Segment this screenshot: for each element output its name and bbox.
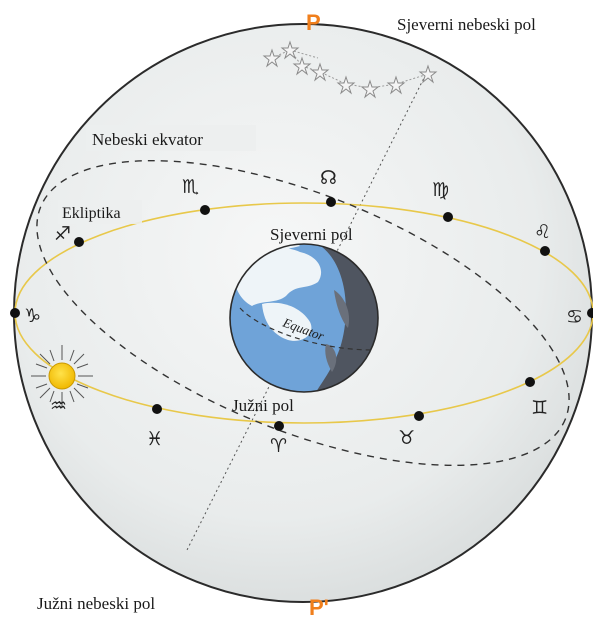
zodiac-sagittarius: ♐	[54, 223, 71, 245]
ecliptic-point	[326, 197, 336, 207]
celestial-equator-label: Nebeski ekvator	[92, 130, 203, 149]
pole-bottom-label: P'	[309, 595, 329, 619]
ecliptic-point	[10, 308, 20, 318]
ecliptic-point	[443, 212, 453, 222]
zodiac-scorpio: ♏	[182, 176, 199, 198]
zodiac-aries: ♈	[270, 435, 287, 457]
ecliptic-point	[152, 404, 162, 414]
ecliptic-label: Ekliptika	[62, 205, 121, 222]
zodiac-aquarius: ♒	[50, 395, 67, 417]
zodiac-virgo: ♍	[432, 179, 449, 201]
zodiac-capricorn: ♑	[24, 305, 41, 327]
north-pole-label: Sjeverni pol	[270, 225, 353, 244]
pole-top-label: P	[306, 10, 321, 35]
ecliptic-point	[74, 237, 84, 247]
zodiac-leo: ♌	[534, 221, 551, 243]
ecliptic-point	[525, 377, 535, 387]
ecliptic-point	[414, 411, 424, 421]
zodiac-pisces: ♓	[146, 428, 163, 450]
constellation-stars	[262, 40, 438, 99]
ecliptic-points	[10, 197, 593, 431]
sun-icon	[31, 345, 93, 407]
star-icon	[262, 40, 438, 99]
zodiac-cancer: ♋	[566, 306, 583, 328]
ecliptic-point	[540, 246, 550, 256]
north-celestial-pole-label: Sjeverni nebeski pol	[397, 15, 536, 34]
ecliptic-point	[587, 308, 593, 318]
zodiac-gemini: ♊	[531, 397, 548, 419]
celestial-equator-circle	[36, 159, 570, 467]
zodiac-taurus: ♉	[398, 427, 415, 449]
ecliptic-point	[274, 421, 284, 431]
zodiac-leo-node: ☊	[320, 167, 337, 189]
south-celestial-pole-label: Južni nebeski pol	[37, 594, 155, 613]
earth-equator-line	[239, 307, 373, 351]
ecliptic-point	[200, 205, 210, 215]
south-pole-label: Južni pol	[232, 396, 294, 415]
